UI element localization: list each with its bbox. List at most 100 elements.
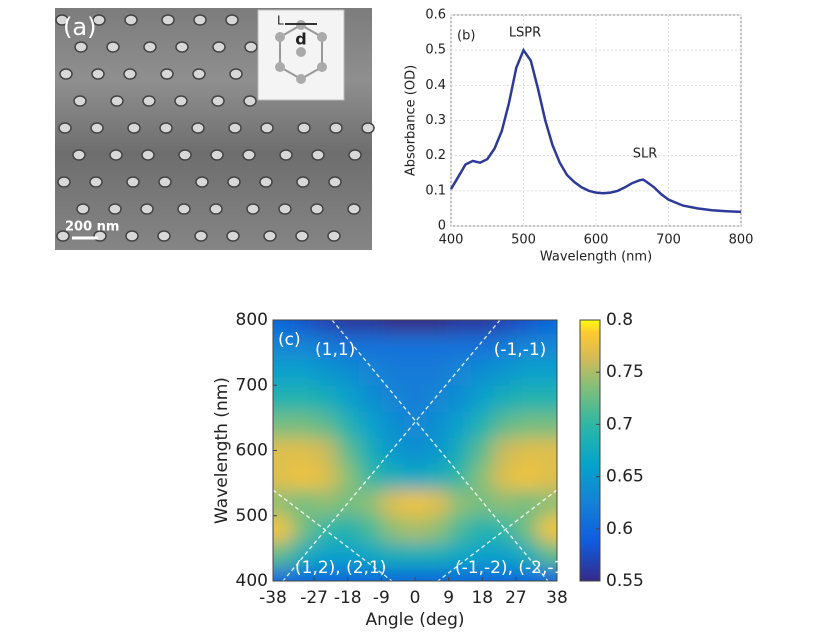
particle [193, 14, 207, 26]
heatmap-cell [358, 359, 382, 386]
heatmap-cell [471, 515, 494, 543]
particle [106, 41, 120, 53]
x-tick-label: 27 [505, 588, 527, 608]
heatmap-cell [515, 463, 539, 491]
heatmap-cell [403, 567, 427, 581]
heatmap-cell [273, 489, 293, 517]
heatmap-cell [314, 437, 338, 465]
y-axis-label: Wavelength (nm) [212, 377, 232, 524]
heatmap-cell [471, 359, 494, 386]
heatmap-cell [273, 567, 293, 581]
particle [89, 176, 103, 188]
heatmap-cell [358, 437, 382, 465]
x-tick-label: 38 [546, 588, 568, 608]
heatmap-cell [381, 489, 405, 517]
particle [227, 176, 241, 188]
heatmap-cell [426, 320, 450, 334]
particle [127, 122, 141, 134]
order-label: (-1,-2), (-2,-1) [455, 558, 571, 578]
particle [126, 176, 140, 188]
heatmap-cell [426, 541, 450, 569]
heatmap-cell [515, 515, 539, 543]
particle [191, 122, 205, 134]
heatmap-cell [358, 320, 382, 334]
sem-panel: L d (a) 200 nm [55, 8, 375, 250]
particle [242, 149, 256, 161]
heatmap-cell [493, 333, 517, 360]
particle [58, 122, 72, 134]
particle [244, 41, 258, 53]
annotation: SLR [633, 147, 658, 162]
heatmap-cell [291, 515, 315, 543]
heatmap-cell [314, 567, 338, 581]
particle [159, 122, 173, 134]
heatmap-cell [381, 437, 405, 465]
heatmap-cell [381, 411, 405, 438]
heatmap-cell [273, 359, 293, 386]
heatmap-cell [515, 489, 539, 517]
particle [92, 14, 106, 26]
heatmap-cell [336, 463, 360, 491]
particle [327, 230, 341, 242]
heatmap-cell [291, 320, 315, 334]
heatmap-cell [471, 489, 494, 517]
x-tick-label: 9 [443, 588, 454, 608]
particle [310, 203, 324, 215]
scale-bar-label: 200 nm [65, 220, 119, 235]
heatmap-cell [538, 411, 557, 438]
heatmap-cell [471, 541, 494, 569]
particle [175, 41, 189, 53]
heatmap-cell [471, 320, 494, 334]
heatmap-cell [403, 463, 427, 491]
particle [311, 149, 325, 161]
particle [157, 230, 171, 242]
particle [192, 68, 206, 80]
heatmap-cell [426, 489, 450, 517]
heatmap-cell [291, 359, 315, 386]
heatmap-cell [403, 359, 427, 386]
heatmap-cell [448, 489, 472, 517]
rayleigh-line [437, 489, 557, 581]
heatmap-cell [515, 320, 539, 334]
particle [228, 122, 242, 134]
heatmap-cell [515, 437, 539, 465]
heatmap-cell [381, 320, 405, 334]
particle [108, 203, 122, 215]
particle [246, 203, 260, 215]
particle [110, 95, 124, 107]
heatmap-cell [314, 489, 338, 517]
heatmap-cell [493, 320, 517, 334]
rayleigh-line [273, 489, 393, 581]
heatmap-cell [448, 385, 472, 412]
particle [91, 68, 105, 80]
heatmap-cell [314, 411, 338, 438]
heatmap-cell [273, 437, 293, 465]
order-label: (1,1) [315, 340, 355, 360]
heatmap-cell [358, 333, 382, 360]
heatmap-cell [336, 437, 360, 465]
line [449, 47, 742, 214]
y-tick-label: 0.2 [425, 148, 446, 163]
heatmap-cell [538, 489, 557, 517]
particle [209, 203, 223, 215]
particle [212, 41, 226, 53]
y-tick-label: 0 [438, 219, 446, 234]
heatmap-cell [273, 385, 293, 412]
y-tick-label: 700 [236, 375, 268, 395]
heatmap-cell [426, 333, 450, 360]
y-tick-label: 0.6 [425, 8, 446, 23]
heatmap-cell [471, 567, 494, 581]
order-label: (1,2), (2,1) [295, 558, 386, 578]
y-tick-label: 500 [236, 506, 268, 526]
x-tick-label: 700 [656, 233, 681, 248]
particle [260, 122, 274, 134]
heatmap-cell [336, 411, 360, 438]
heatmap-cell [291, 437, 315, 465]
heatmap-cell [471, 437, 494, 465]
heatmap-cell [381, 359, 405, 386]
heatmap-cell [291, 333, 315, 360]
x-tick-label: 600 [584, 233, 609, 248]
heatmap-cell [358, 489, 382, 517]
particle [74, 41, 88, 53]
heatmap-clip [273, 320, 557, 581]
